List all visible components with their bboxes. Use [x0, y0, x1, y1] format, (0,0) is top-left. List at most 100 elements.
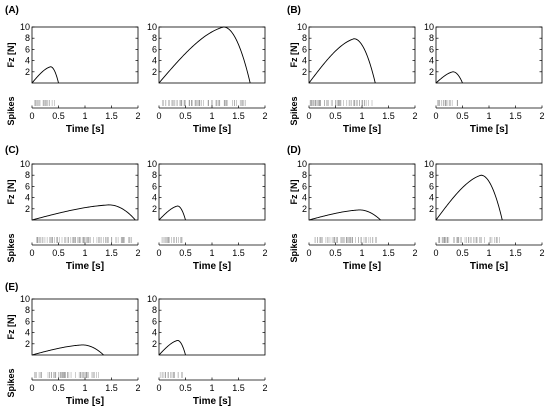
x-tick-label: 2 [262, 248, 267, 258]
x-tick-label: 1 [209, 248, 214, 258]
y-tick-label: 10 [297, 159, 307, 169]
y-tick-label: 2 [25, 204, 30, 214]
force-curve [158, 205, 186, 221]
y-tick-label: 10 [424, 22, 434, 32]
panel-label: (A) [5, 5, 19, 16]
x-tick-label: 1 [486, 248, 491, 258]
x-tick-label: 0 [306, 248, 311, 258]
y-axis-label: Fz [N] [6, 315, 16, 340]
y-tick-label: 4 [25, 193, 30, 203]
x-tick-label: 0.5 [52, 383, 65, 393]
y-tick-label: 4 [429, 56, 434, 66]
y-tick-label: 4 [302, 56, 307, 66]
x-tick-label: 1.5 [105, 248, 118, 258]
y-tick-label: 6 [25, 44, 30, 54]
y-tick-label: 8 [429, 170, 434, 180]
y-tick-label: 6 [25, 316, 30, 326]
x-tick-label: 1.5 [232, 248, 245, 258]
x-tick-label: 2 [412, 248, 417, 258]
spike-raster [159, 372, 183, 378]
x-tick-label: 0 [306, 111, 311, 121]
y-axis-label: Fz [N] [6, 43, 16, 68]
force-curve [308, 209, 381, 221]
x-tick-label: 1.5 [105, 383, 118, 393]
force-axes [308, 26, 416, 84]
x-tick-label: 0 [29, 248, 34, 258]
x-tick-label: 2 [135, 383, 140, 393]
x-tick-label: 1.5 [382, 111, 395, 121]
y-tick-label: 2 [302, 204, 307, 214]
x-tick-label: 0.5 [329, 248, 342, 258]
y-tick-label: 2 [152, 339, 157, 349]
spikes-label: Spikes [6, 368, 16, 397]
x-tick-label: 0 [433, 111, 438, 121]
x-axis-label: Time [s] [66, 124, 104, 135]
force-axes [435, 26, 543, 84]
y-tick-label: 8 [152, 33, 157, 43]
spike-raster [34, 372, 99, 378]
y-tick-label: 8 [152, 305, 157, 315]
spike-raster [161, 237, 183, 243]
y-tick-label: 2 [429, 67, 434, 77]
y-tick-label: 10 [297, 22, 307, 32]
y-tick-label: 2 [25, 67, 30, 77]
x-tick-label: 0.5 [52, 111, 65, 121]
spike-raster [314, 237, 377, 243]
y-tick-label: 10 [20, 22, 30, 32]
y-tick-label: 4 [429, 193, 434, 203]
spike-raster [309, 100, 373, 106]
x-tick-label: 0.5 [456, 248, 469, 258]
x-axis-label: Time [s] [343, 124, 381, 135]
y-tick-label: 6 [25, 181, 30, 191]
y-tick-label: 4 [152, 328, 157, 338]
spikes-label: Spikes [6, 233, 16, 262]
x-tick-label: 0 [29, 111, 34, 121]
force-axes [31, 26, 139, 84]
y-tick-label: 8 [302, 170, 307, 180]
x-tick-label: 1 [486, 111, 491, 121]
y-tick-label: 4 [25, 56, 30, 66]
spike-raster [161, 100, 246, 106]
x-tick-label: 2 [412, 111, 417, 121]
x-tick-label: 0 [433, 248, 438, 258]
x-axis-label: Time [s] [470, 261, 508, 272]
force-axes [158, 298, 266, 356]
x-tick-label: 1.5 [382, 248, 395, 258]
y-tick-label: 4 [25, 328, 30, 338]
force-curve [158, 339, 186, 356]
y-tick-label: 10 [20, 294, 30, 304]
force-axes [308, 163, 416, 221]
y-tick-label: 8 [25, 305, 30, 315]
x-tick-label: 1 [209, 383, 214, 393]
x-tick-label: 2 [135, 248, 140, 258]
force-curve [308, 38, 376, 84]
y-tick-label: 10 [147, 294, 157, 304]
x-tick-label: 0.5 [179, 383, 192, 393]
x-tick-label: 1.5 [509, 248, 522, 258]
force-axes [158, 163, 266, 221]
x-axis-label: Time [s] [343, 261, 381, 272]
y-tick-label: 6 [302, 44, 307, 54]
spike-raster [34, 100, 55, 106]
spike-raster [438, 237, 500, 243]
y-tick-label: 10 [147, 159, 157, 169]
x-tick-label: 0 [156, 248, 161, 258]
x-tick-label: 2 [262, 383, 267, 393]
force-curve [31, 344, 104, 356]
spikes-label: Spikes [289, 233, 299, 262]
y-tick-label: 2 [429, 204, 434, 214]
spikes-label: Spikes [289, 96, 299, 125]
x-axis-label: Time [s] [470, 124, 508, 135]
x-axis-label: Time [s] [193, 396, 231, 407]
